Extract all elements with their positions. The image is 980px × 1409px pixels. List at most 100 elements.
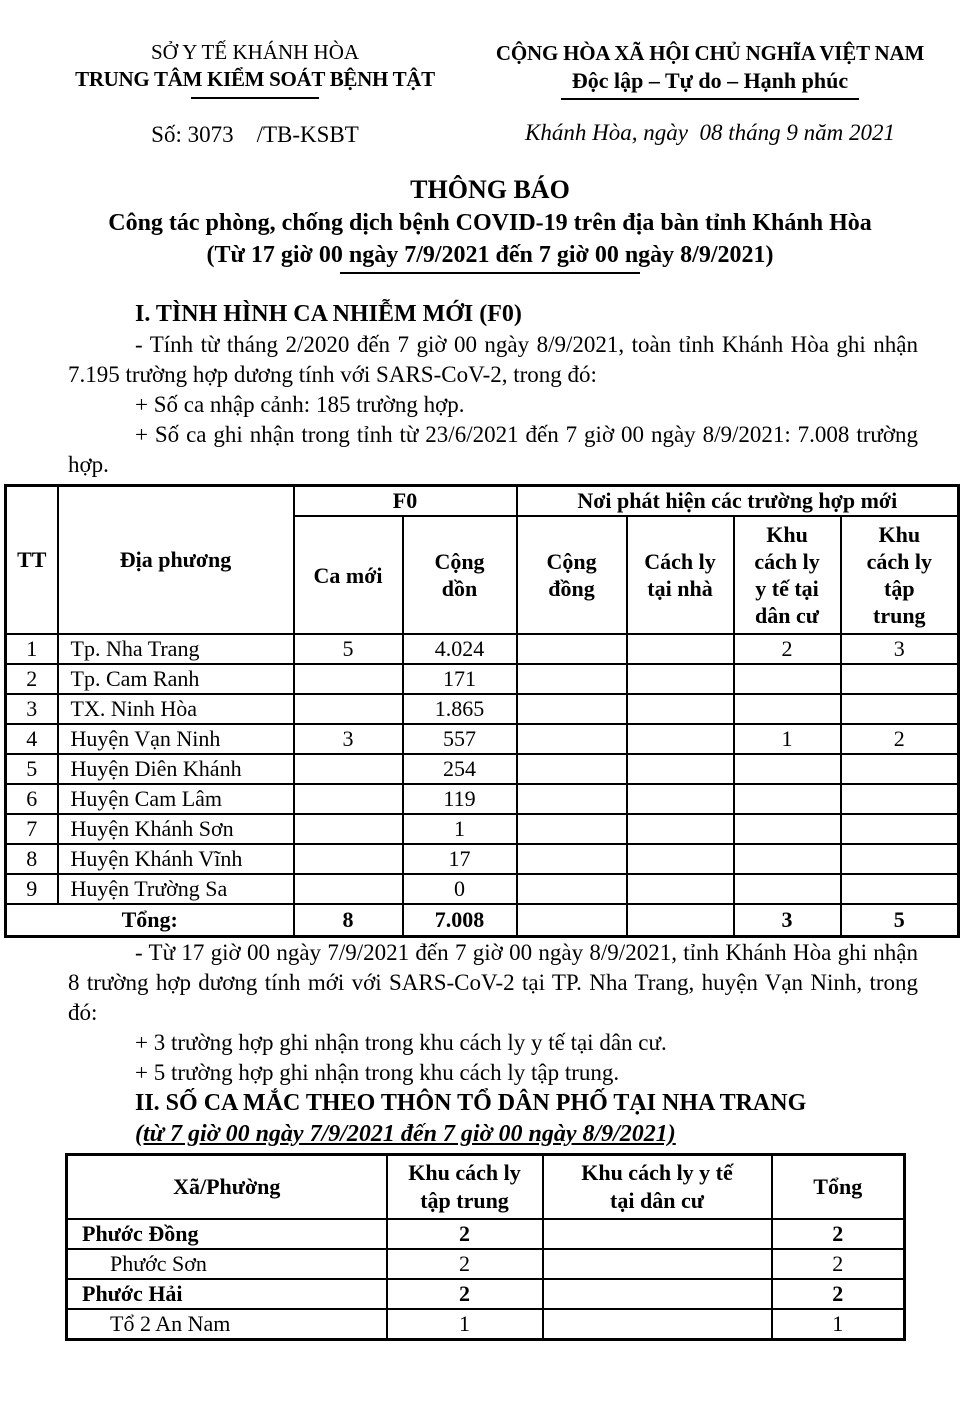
community-cell — [515, 783, 628, 815]
home-quarantine-cell — [625, 663, 735, 695]
new-cases-cell — [292, 783, 404, 815]
table-row: 9 Huyện Trường Sa 0 — [4, 873, 960, 905]
table-header-row: Xã/Phường Khu cách ly tập trung Khu cách… — [65, 1153, 906, 1220]
section1-paragraph-3: + Số ca ghi nhận trong tỉnh từ 23/6/2021… — [68, 422, 918, 477]
central-quarantine-cell: 2 — [385, 1218, 544, 1250]
location-cell: Huyện Cam Lâm — [56, 783, 295, 815]
total-cell: 2 — [770, 1248, 906, 1280]
medical-quarantine-cell — [541, 1278, 773, 1310]
central-quarantine-cell — [839, 843, 960, 875]
col-header-ward: Xã/Phường — [65, 1153, 388, 1220]
col-header-cumulative: Cộng dồn — [401, 515, 518, 635]
community-cell — [515, 723, 628, 755]
community-cell — [515, 633, 628, 665]
cumulative-cell: 171 — [401, 663, 518, 695]
location-cell: Huyện Khánh Sơn — [56, 813, 295, 845]
total-community — [515, 903, 628, 938]
row-index: 6 — [4, 783, 59, 815]
home-quarantine-cell — [625, 633, 735, 665]
row-index: 5 — [4, 753, 59, 785]
col-header-new-cases: Ca mới — [292, 515, 404, 635]
ward-name-cell: Phước Sơn — [65, 1248, 388, 1280]
org-parent-name: SỞ Y TẾ KHÁNH HÒA — [150, 40, 360, 64]
total-cell: 2 — [770, 1218, 906, 1250]
row-index: 7 — [4, 813, 59, 845]
national-motto-block: CỘNG HÒA XÃ HỘI CHỦ NGHĨA VIỆT NAM Độc l… — [490, 40, 930, 148]
new-cases-cell: 3 — [292, 723, 404, 755]
table-row: Tổ 2 An Nam 1 1 — [65, 1308, 906, 1341]
table-row: 7 Huyện Khánh Sơn 1 — [4, 813, 960, 845]
new-cases-cell — [292, 843, 404, 875]
row-index: 9 — [4, 873, 59, 905]
table-row: Phước Đồng 2 2 — [65, 1218, 906, 1250]
medical-quarantine-cell — [732, 873, 842, 905]
motto-underline — [561, 98, 859, 100]
col-header-total: Tổng — [770, 1153, 906, 1220]
row-index: 8 — [4, 843, 59, 875]
notice-title: THÔNG BÁO — [410, 175, 570, 204]
central-quarantine-cell — [839, 753, 960, 785]
title-underline — [340, 272, 640, 274]
home-quarantine-cell — [625, 723, 735, 755]
national-motto: Độc lập – Tự do – Hạnh phúc — [571, 68, 849, 93]
section2-heading: II. SỐ CA MẮC THEO THÔN TỔ DÂN PHỐ TẠI N… — [135, 1090, 807, 1116]
medical-quarantine-cell: 1 — [732, 723, 842, 755]
central-quarantine-cell — [839, 663, 960, 695]
central-quarantine-cell: 1 — [385, 1308, 544, 1341]
table-row: Phước Hải 2 2 — [65, 1278, 906, 1310]
medical-quarantine-cell — [541, 1248, 773, 1280]
ward-name-cell: Phước Hải — [65, 1278, 388, 1310]
table-row: 1 Tp. Nha Trang 5 4.024 2 3 — [4, 633, 960, 665]
central-quarantine-cell — [839, 813, 960, 845]
table-row: 3 TX. Ninh Hòa 1.865 — [4, 693, 960, 725]
table-total-row: Tổng: 8 7.008 3 5 — [4, 903, 960, 938]
home-quarantine-cell — [625, 753, 735, 785]
col-header-central-quarantine: Khu cách ly tập trung — [385, 1153, 544, 1220]
cumulative-cell: 0 — [401, 873, 518, 905]
cases-by-ward-table: Xã/Phường Khu cách ly tập trung Khu cách… — [65, 1153, 906, 1341]
home-quarantine-cell — [625, 873, 735, 905]
medical-quarantine-cell — [732, 783, 842, 815]
col-header-central-quarantine: Khu cách ly tập trung — [839, 515, 960, 635]
medical-quarantine-cell — [732, 663, 842, 695]
total-home-quarantine — [625, 903, 735, 938]
location-cell: Huyện Diên Khánh — [56, 753, 295, 785]
central-quarantine-cell: 2 — [839, 723, 960, 755]
total-cell: 2 — [770, 1278, 906, 1310]
section1-paragraph-2: + Số ca nhập cảnh: 185 trường hợp. — [135, 392, 465, 417]
issue-date: Khánh Hòa, ngày 08 tháng 9 năm 2021 — [525, 120, 895, 145]
col-header-detection-place: Nơi phát hiện các trường hợp mới — [515, 484, 960, 517]
community-cell — [515, 813, 628, 845]
col-header-home-quarantine: Cách ly tại nhà — [625, 515, 735, 635]
medical-quarantine-cell — [541, 1308, 773, 1341]
community-cell — [515, 753, 628, 785]
table-row: 6 Huyện Cam Lâm 119 — [4, 783, 960, 815]
row-index: 4 — [4, 723, 59, 755]
col-header-community: Cộng đồng — [515, 515, 628, 635]
table-row: 2 Tp. Cam Ranh 171 — [4, 663, 960, 695]
cumulative-cell: 1 — [401, 813, 518, 845]
ward-name-cell: Tổ 2 An Nam — [65, 1308, 388, 1341]
notice-period: (Từ 17 giờ 00 ngày 7/9/2021 đến 7 giờ 00… — [206, 242, 774, 268]
cumulative-cell: 17 — [401, 843, 518, 875]
table-row: 8 Huyện Khánh Vĩnh 17 — [4, 843, 960, 875]
after-table1-paragraph-1: - Từ 17 giờ 00 ngày 7/9/2021 đến 7 giờ 0… — [68, 940, 918, 1025]
medical-quarantine-cell — [732, 843, 842, 875]
location-cell: TX. Ninh Hòa — [56, 693, 295, 725]
org-name: TRUNG TÂM KIỂM SOÁT BỆNH TẬT — [75, 67, 435, 91]
national-header: CỘNG HÒA XÃ HỘI CHỦ NGHĨA VIỆT NAM — [495, 41, 925, 65]
community-cell — [515, 843, 628, 875]
location-cell: Huyện Trường Sa — [56, 873, 295, 905]
new-cases-cell: 5 — [292, 633, 404, 665]
total-cumulative: 7.008 — [401, 903, 518, 938]
cases-by-locality-table: TT Địa phương F0 Nơi phát hiện các trườn… — [4, 484, 961, 938]
document-page: SỞ Y TẾ KHÁNH HÒA TRUNG TÂM KIỂM SOÁT BỆ… — [0, 40, 980, 1341]
home-quarantine-cell — [625, 693, 735, 725]
doc-number: Số: 3073 /TB-KSBT — [151, 122, 359, 147]
notice-subtitle: Công tác phòng, chống dịch bệnh COVID-19… — [108, 210, 872, 236]
table-row: 4 Huyện Vạn Ninh 3 557 1 2 — [4, 723, 960, 755]
table-subheader-row: Ca mới Cộng dồn Cộng đồng Cách ly tại nh… — [6, 515, 960, 635]
community-cell — [515, 873, 628, 905]
title-block: THÔNG BÁO Công tác phòng, chống dịch bện… — [0, 173, 980, 274]
new-cases-cell — [292, 693, 404, 725]
